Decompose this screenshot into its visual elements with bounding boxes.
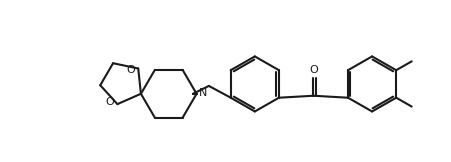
Text: O: O	[106, 97, 114, 107]
Text: N: N	[198, 88, 207, 98]
Text: O: O	[308, 65, 317, 75]
Text: O: O	[126, 65, 135, 75]
